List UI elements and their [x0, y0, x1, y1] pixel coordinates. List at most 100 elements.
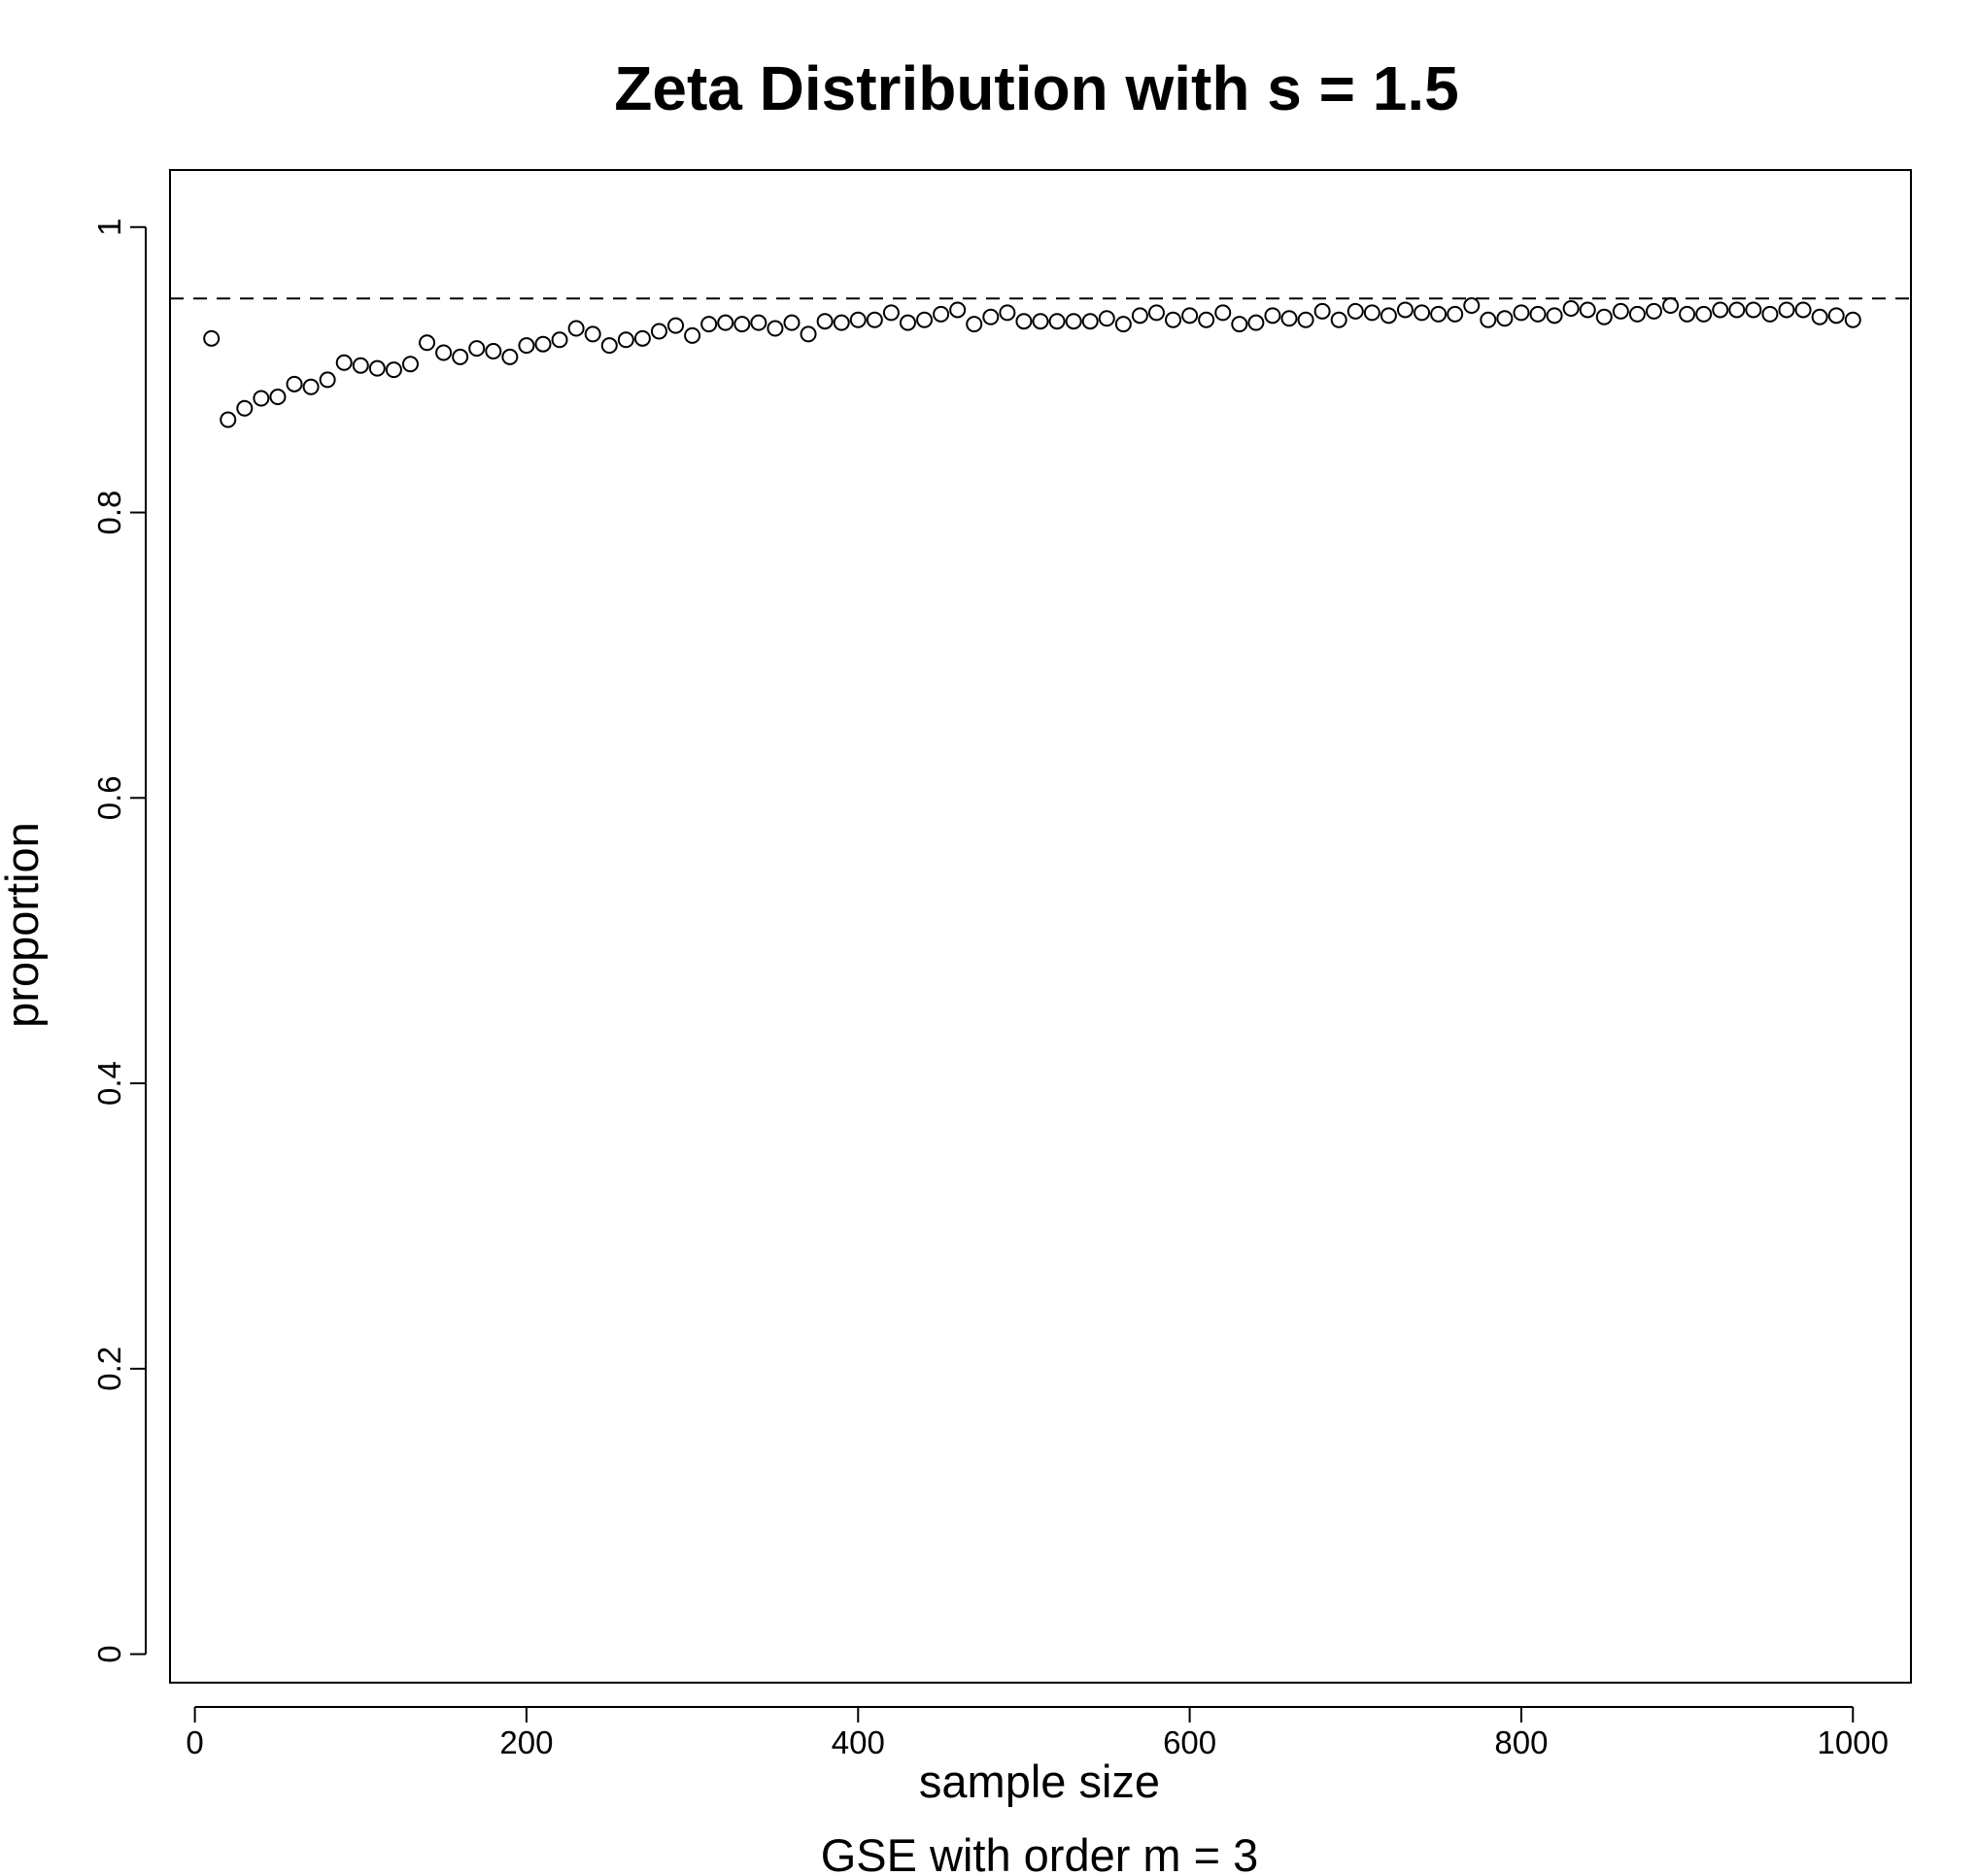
data-point	[567, 320, 585, 337]
data-point	[551, 331, 568, 349]
data-point	[1811, 308, 1828, 325]
data-point	[1264, 307, 1281, 324]
data-point	[1546, 307, 1563, 324]
data-point	[1496, 310, 1514, 327]
data-point	[933, 305, 950, 323]
data-point	[335, 354, 353, 371]
data-point	[949, 301, 967, 319]
data-point	[435, 344, 453, 361]
x-tick-label: 200	[499, 1724, 553, 1760]
data-point	[1330, 311, 1347, 328]
data-point	[452, 348, 469, 365]
y-tick-label: 0.8	[91, 491, 127, 535]
data-point	[1529, 305, 1547, 323]
data-point	[1579, 301, 1596, 319]
data-point	[401, 356, 419, 373]
data-point	[700, 316, 718, 333]
data-point	[1695, 305, 1713, 323]
data-point	[800, 325, 817, 343]
data-point	[1712, 301, 1729, 319]
data-point	[203, 329, 221, 347]
data-point	[534, 335, 552, 353]
x-tick-label: 1000	[1818, 1724, 1889, 1760]
data-point	[833, 314, 850, 331]
data-point	[1346, 302, 1364, 320]
data-point	[633, 329, 651, 347]
data-point	[1396, 301, 1414, 319]
data-point	[319, 371, 336, 389]
data-point	[1562, 299, 1580, 317]
data-point	[866, 311, 883, 328]
data-point	[1114, 316, 1132, 333]
data-point	[650, 323, 667, 340]
data-point	[1679, 305, 1696, 323]
data-point	[717, 314, 734, 331]
data-point	[236, 399, 254, 417]
data-point	[269, 389, 287, 406]
data-point	[1728, 301, 1746, 319]
data-point	[1745, 301, 1762, 319]
data-point	[816, 313, 834, 330]
data-points	[203, 297, 1861, 428]
y-tick-label: 1	[91, 219, 127, 236]
data-point	[1844, 311, 1861, 328]
data-point	[1181, 307, 1199, 324]
data-point	[1761, 305, 1779, 323]
data-point	[767, 320, 784, 337]
data-point	[982, 308, 1000, 325]
data-point	[1065, 313, 1082, 330]
data-point	[584, 325, 601, 343]
plot-frame	[169, 169, 1912, 1684]
data-point	[1463, 297, 1481, 315]
data-point	[253, 390, 270, 407]
data-point	[1447, 305, 1464, 323]
data-point	[1794, 301, 1812, 319]
data-point	[352, 357, 369, 374]
data-point	[1247, 314, 1265, 331]
data-point	[849, 311, 867, 328]
data-point	[1595, 308, 1613, 325]
data-point	[419, 334, 436, 352]
data-point	[1628, 305, 1646, 323]
data-point	[617, 331, 634, 349]
data-point	[1165, 311, 1182, 328]
data-point	[899, 314, 916, 331]
data-point	[966, 316, 983, 333]
x-tick-label: 600	[1163, 1724, 1216, 1760]
data-point	[1380, 307, 1397, 324]
data-point	[518, 337, 535, 355]
y-tick-label: 0.6	[91, 775, 127, 820]
data-point	[882, 304, 900, 322]
y-axis: 0 0.2 0.4 0.6 0.8 1	[91, 219, 147, 1663]
data-point	[1430, 305, 1448, 323]
data-point	[1198, 311, 1215, 328]
x-tick-label: 0	[186, 1724, 203, 1760]
x-axis: 0 200 400 600 800 1000	[186, 1706, 1889, 1760]
data-point	[286, 375, 303, 392]
data-point	[501, 348, 519, 365]
data-point	[1098, 310, 1115, 327]
data-point	[1827, 307, 1845, 324]
y-axis-label: proportion	[0, 822, 48, 1028]
chart-subtitle: GSE with order m = 3	[821, 1829, 1259, 1876]
data-point	[1231, 316, 1248, 333]
data-point	[1297, 311, 1314, 328]
data-point	[1147, 304, 1165, 322]
data-point	[1032, 313, 1049, 330]
x-tick-label: 400	[832, 1724, 885, 1760]
data-point	[684, 326, 701, 344]
y-tick-label: 0.2	[91, 1347, 127, 1391]
data-point	[220, 411, 237, 428]
y-tick-label: 0.4	[91, 1061, 127, 1106]
data-point	[916, 311, 934, 328]
x-tick-label: 800	[1494, 1724, 1548, 1760]
data-point	[1313, 302, 1331, 320]
data-point	[1612, 302, 1629, 320]
data-point	[1015, 313, 1033, 330]
x-axis-label: sample size	[919, 1756, 1160, 1807]
data-point	[1131, 307, 1148, 324]
data-point	[999, 304, 1016, 322]
data-point	[600, 337, 618, 355]
